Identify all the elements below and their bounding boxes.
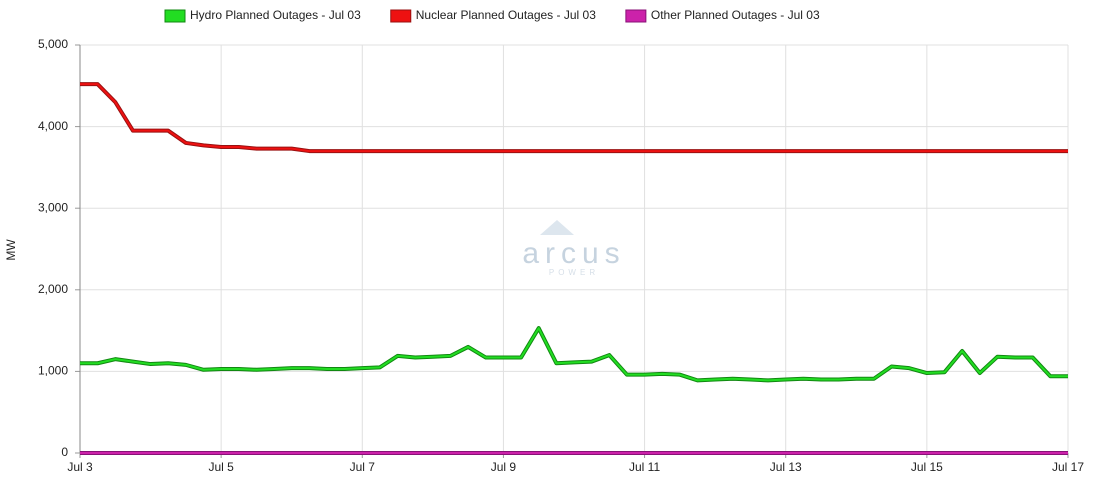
y-tick-label: 0 bbox=[61, 445, 68, 459]
y-tick-label: 2,000 bbox=[38, 282, 68, 296]
legend-item[interactable]: Hydro Planned Outages - Jul 03 bbox=[164, 8, 361, 23]
x-tick-label: Jul 17 bbox=[1052, 460, 1084, 474]
legend-label: Hydro Planned Outages - Jul 03 bbox=[190, 8, 361, 22]
y-tick-label: 3,000 bbox=[38, 200, 68, 214]
series-line-edge bbox=[80, 326, 1068, 383]
x-tick-label: Jul 3 bbox=[67, 460, 93, 474]
y-tick-label: 4,000 bbox=[38, 119, 68, 133]
y-tick-label: 5,000 bbox=[38, 37, 68, 51]
x-tick-label: Jul 13 bbox=[770, 460, 802, 474]
legend-label: Nuclear Planned Outages - Jul 03 bbox=[416, 8, 596, 22]
watermark-sub: POWER bbox=[549, 268, 599, 277]
watermark-logo bbox=[540, 220, 574, 235]
series-line bbox=[80, 83, 1068, 153]
series-line bbox=[80, 327, 1068, 382]
legend-swatch bbox=[164, 9, 186, 23]
x-tick-label: Jul 7 bbox=[350, 460, 376, 474]
legend-item[interactable]: Nuclear Planned Outages - Jul 03 bbox=[390, 8, 596, 23]
legend-swatch bbox=[625, 9, 647, 23]
x-tick-label: Jul 15 bbox=[911, 460, 943, 474]
x-tick-label: Jul 11 bbox=[629, 460, 660, 474]
legend-item[interactable]: Other Planned Outages - Jul 03 bbox=[625, 8, 820, 23]
series-line-edge bbox=[80, 82, 1068, 154]
y-tick-label: 1,000 bbox=[38, 364, 68, 378]
x-tick-label: Jul 5 bbox=[208, 460, 234, 474]
x-tick-label: Jul 9 bbox=[491, 460, 517, 474]
y-axis-label: MW bbox=[4, 239, 18, 261]
legend-label: Other Planned Outages - Jul 03 bbox=[651, 8, 820, 22]
watermark: arcus bbox=[522, 237, 625, 270]
legend-swatch bbox=[390, 9, 412, 23]
